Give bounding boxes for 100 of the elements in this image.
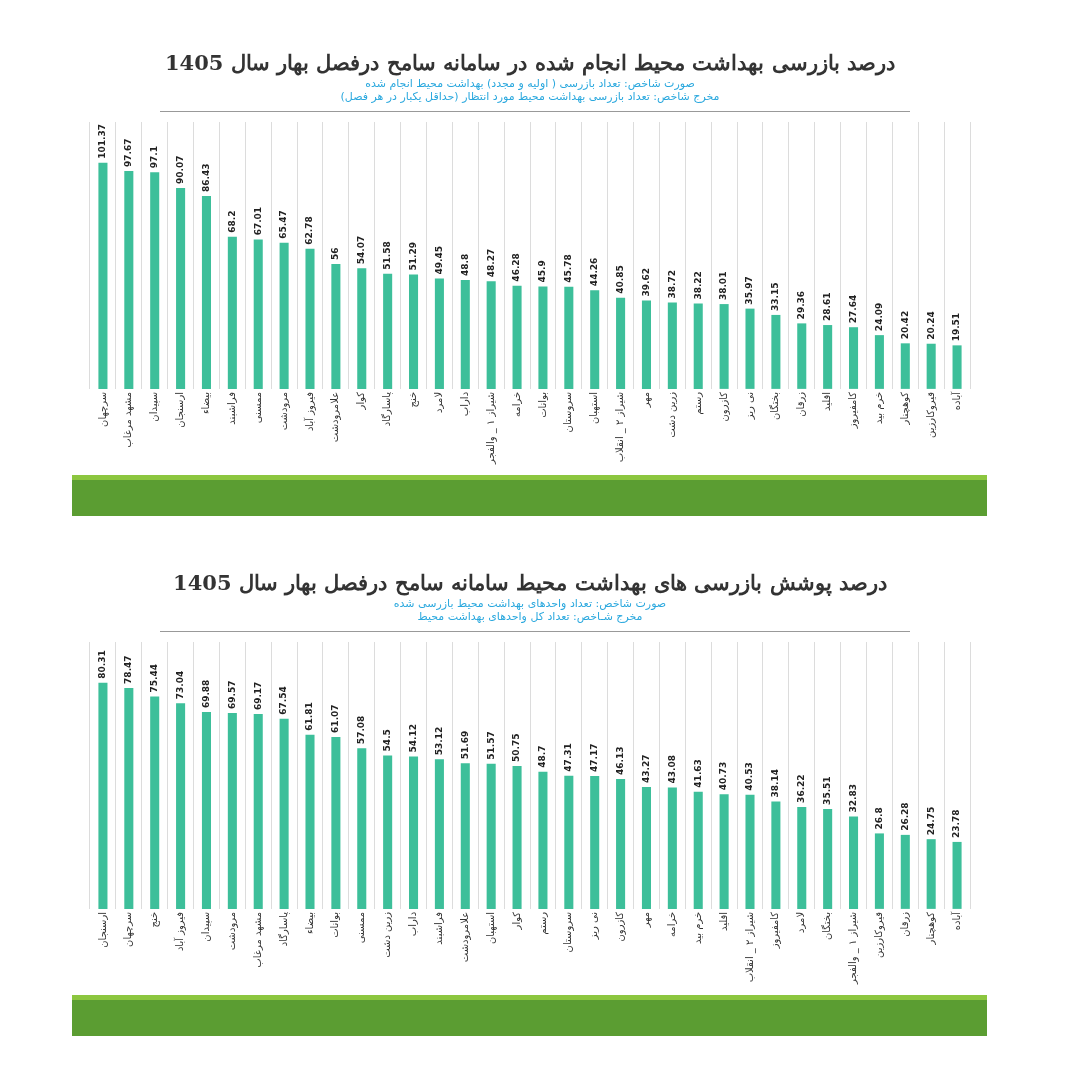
x-tick-label: بیضاء <box>303 911 315 935</box>
bar <box>952 841 962 909</box>
x-tick-label: خرم بید <box>873 391 885 425</box>
x-tick-label: علامرودشت <box>458 911 471 963</box>
data-label: 38.14 <box>770 769 781 798</box>
x-tick-label: شیراز ۲ _ انقلاب <box>614 391 627 463</box>
x-tick-label: سروستان <box>562 911 575 953</box>
bar <box>253 239 263 389</box>
x-tick-label: شیراز ۱ _ والفجر <box>847 911 860 986</box>
x-tick-label: فیروز آباد <box>173 911 187 952</box>
x-tick-label: کازرون <box>717 391 730 422</box>
data-label: 32.83 <box>847 783 858 813</box>
data-label: 46.13 <box>614 746 625 775</box>
data-label: 78.47 <box>123 655 134 684</box>
bar <box>900 834 910 909</box>
bar <box>590 776 600 909</box>
bar <box>745 308 755 389</box>
bar <box>564 286 574 389</box>
bar <box>279 242 289 389</box>
bar <box>305 248 315 389</box>
x-tick-label: ارسنجان <box>174 391 186 428</box>
data-label: 40.85 <box>614 265 625 294</box>
x-tick-label: شیراز ۱ _ والفجر <box>484 391 497 466</box>
x-tick-label: اقلید <box>821 391 833 412</box>
bar <box>331 263 341 389</box>
data-label: 40.73 <box>718 761 729 791</box>
x-tick-label: رستم <box>536 911 549 935</box>
bar <box>590 290 600 389</box>
x-tick-label: کامفیروز <box>847 391 860 430</box>
data-label: 38.01 <box>718 271 729 301</box>
x-tick-label: استهبان <box>588 391 601 425</box>
bar <box>823 808 833 909</box>
bar <box>564 775 574 909</box>
data-label: 35.51 <box>821 776 832 805</box>
bar <box>771 801 781 909</box>
x-tick-label: لامرد <box>795 911 807 933</box>
chart-subtitle: صورت شاخص: تعداد بازرسی ( اولیه و مجدد) بهداشت محیط انجام شده مخرج شاخص: تعداد بازرسی بهداشت محیط مورد انتظار (حداقل یکبار در هر فصل) <box>339 77 721 103</box>
bar <box>849 816 859 909</box>
data-label: 53.12 <box>433 726 444 756</box>
data-label: 57.08 <box>356 715 367 745</box>
bar <box>434 759 444 909</box>
bar <box>538 771 548 909</box>
x-tick-label: زرین دشت <box>381 911 393 958</box>
x-tick-label: مهر <box>640 911 653 929</box>
x-tick-label: بیضاء <box>200 391 212 415</box>
bar <box>926 839 936 909</box>
x-tick-label: آباده <box>949 910 962 931</box>
data-label: 48.8 <box>459 253 470 276</box>
bar <box>900 343 910 389</box>
x-tick-label: سرچهان <box>122 911 135 947</box>
data-label: 44.26 <box>589 257 600 287</box>
x-tick-label: فیروز آباد <box>302 391 316 432</box>
bar <box>227 236 237 389</box>
bar <box>383 273 393 389</box>
x-tick-label: فراشبند <box>225 391 237 425</box>
x-tick-label: قیروکارزین <box>924 391 937 438</box>
x-tick-label: رستم <box>691 391 704 415</box>
bar <box>667 302 677 389</box>
x-tick-label: داراب <box>407 911 419 937</box>
bar <box>409 274 419 389</box>
data-label: 51.69 <box>459 730 470 760</box>
chart-title: درصد بازرسی بهداشت محیط انجام شده در سامانه سامح درفصل بهار سال 1405 <box>163 50 897 75</box>
bar <box>667 787 677 909</box>
x-tick-label: ممسنی <box>355 911 367 944</box>
x-tick-label: بختگان <box>821 911 833 941</box>
data-label: 51.29 <box>407 241 418 271</box>
bar <box>641 300 651 389</box>
bar <box>616 778 626 909</box>
x-tick-label: خرامه <box>665 911 677 938</box>
x-tick-label: سپیدان <box>148 391 161 422</box>
data-label: 24.09 <box>873 302 884 332</box>
data-label: 54.12 <box>407 724 418 753</box>
bar <box>176 187 186 389</box>
x-tick-label: کوهچنار <box>898 391 910 426</box>
data-label: 67.01 <box>252 206 263 236</box>
bar <box>719 304 729 389</box>
bar <box>124 687 134 909</box>
bar <box>227 712 237 909</box>
data-label: 61.07 <box>330 704 341 733</box>
bar <box>512 285 522 389</box>
data-label: 20.42 <box>899 310 910 340</box>
x-tick-label: ارسنجان <box>96 911 108 948</box>
x-tick-label: سرچهان <box>96 391 109 427</box>
data-label: 97.67 <box>123 138 134 167</box>
x-tick-label: پاسارگاد <box>277 911 290 947</box>
x-tick-label: نی ریز <box>588 911 600 941</box>
x-tick-label: زرقان <box>795 391 807 417</box>
x-tick-label: پاسارگاد <box>381 391 394 427</box>
bar <box>460 280 470 389</box>
x-tick-label: فراشبند <box>433 911 445 945</box>
x-tick-label: کوار <box>510 911 522 931</box>
data-label: 48.27 <box>485 248 496 278</box>
bar <box>693 791 703 909</box>
bar <box>460 763 470 909</box>
x-tick-label: داراب <box>458 391 470 417</box>
x-tick-label: اقلید <box>717 911 729 932</box>
bar <box>823 325 833 389</box>
data-label: 54.07 <box>356 235 367 265</box>
bar <box>176 703 186 909</box>
bar <box>253 714 263 909</box>
